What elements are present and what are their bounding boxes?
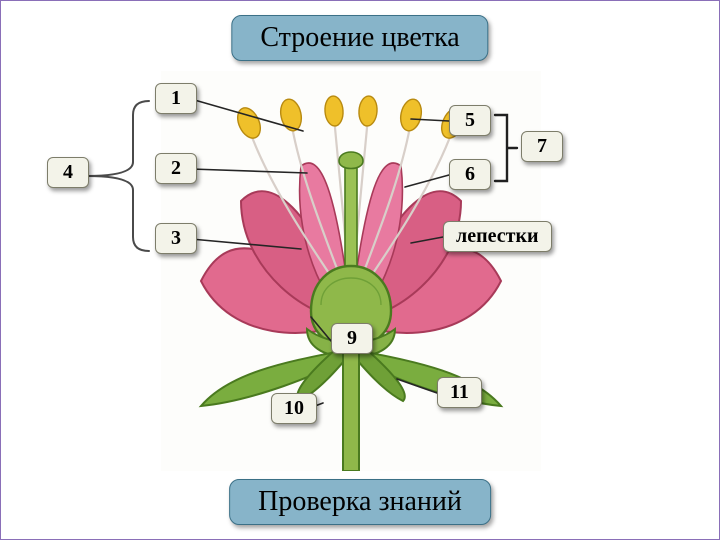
label-n6: 6 (449, 159, 491, 190)
label-n7: 7 (521, 131, 563, 162)
label-n2: 2 (155, 153, 197, 184)
label-n3: 3 (155, 223, 197, 254)
footer-text: Проверка знаний (258, 486, 462, 517)
label-n5: 5 (449, 105, 491, 136)
label-n10: 10 (271, 393, 317, 424)
title-banner: Строение цветка (231, 15, 488, 61)
label-n11: 11 (437, 377, 482, 408)
title-text: Строение цветка (260, 22, 459, 53)
label-petals: лепестки (443, 221, 552, 252)
stem (343, 353, 359, 471)
label-n9: 9 (331, 323, 373, 354)
slide-canvas: Строение цветка Проверка знаний 1 2 3 4 5 67 9… (0, 0, 720, 540)
footer-banner: Проверка знаний (229, 479, 491, 525)
label-n4: 4 (47, 157, 89, 188)
label-n1: 1 (155, 83, 197, 114)
